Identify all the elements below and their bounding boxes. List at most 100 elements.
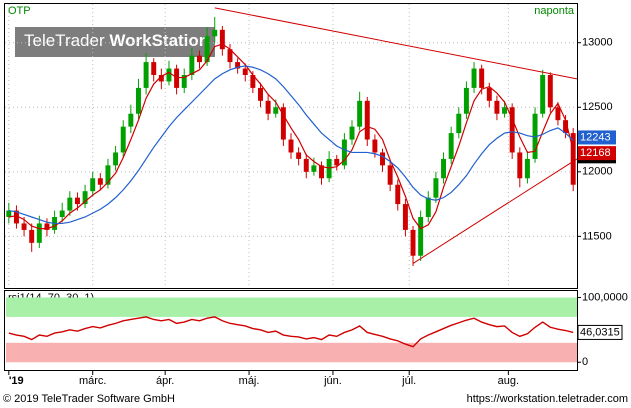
candle-body <box>372 139 378 153</box>
candle-body <box>380 152 385 166</box>
trendline <box>412 158 578 264</box>
candle-body <box>486 87 492 101</box>
moving-average <box>8 65 574 225</box>
candle-body <box>174 68 180 88</box>
candle-body <box>303 158 309 172</box>
candle-body <box>540 75 546 114</box>
candle-body <box>258 87 263 101</box>
candle-body <box>59 210 65 217</box>
y-tick-label: 13000 <box>582 37 613 49</box>
candle-body <box>197 55 202 63</box>
x-tick-label: márc. <box>79 375 107 387</box>
candle-body <box>319 165 324 179</box>
candle-body <box>524 158 530 179</box>
trendline <box>214 7 578 80</box>
candle-body <box>288 139 294 153</box>
price-tag <box>578 146 616 161</box>
candle-body <box>151 62 157 75</box>
candle-body <box>36 223 42 243</box>
candle-body <box>402 204 408 230</box>
value-tag <box>577 324 623 340</box>
candle-body <box>341 139 347 166</box>
watermark-box <box>15 27 215 57</box>
moving-average <box>8 43 574 230</box>
x-tick-label: júl. <box>401 375 416 387</box>
footer-right: https://workstation.teletrader.com <box>467 393 628 405</box>
y-tick-label: 100,0000 <box>582 291 628 303</box>
candle-body <box>189 55 195 75</box>
candle-body <box>425 197 431 217</box>
candle-body <box>441 158 447 179</box>
price-tag-label: 12243 <box>580 131 611 143</box>
price-tag-label: 12168 <box>580 147 611 159</box>
candle-body <box>158 75 164 82</box>
x-tick-label: aug. <box>498 375 519 387</box>
candle-body <box>311 165 317 172</box>
candle-body <box>235 62 241 69</box>
candle-body <box>212 29 218 37</box>
candle-body <box>82 191 88 205</box>
watermark-product: WorkStation <box>109 31 209 50</box>
candle-body <box>181 75 187 88</box>
candle-body <box>227 49 233 63</box>
candle-body <box>135 87 141 114</box>
candle-body <box>44 223 50 230</box>
rsi-band <box>6 297 577 317</box>
candle-body <box>448 133 454 159</box>
candle-body <box>547 75 553 108</box>
x-tick-label: '19 <box>9 375 24 387</box>
candle-body <box>509 107 515 153</box>
candle-body <box>97 178 103 185</box>
candle-body <box>67 197 73 211</box>
candle-body <box>296 152 302 159</box>
candle-body <box>326 158 332 179</box>
y-tick-label: 12000 <box>582 166 613 178</box>
candle-body <box>410 229 416 256</box>
candle-body <box>563 120 569 134</box>
rsi-line <box>8 316 574 348</box>
candle-body <box>143 62 149 88</box>
candle-body <box>29 229 35 243</box>
candle-body <box>494 100 500 114</box>
candle-body <box>13 210 19 224</box>
candle-body <box>456 113 462 134</box>
candle-body <box>517 152 523 179</box>
candle-body <box>105 165 111 185</box>
watermark: TeleTrader WorkStation <box>24 31 209 50</box>
candle-body <box>6 210 12 217</box>
candle-body <box>357 100 363 127</box>
candle-body <box>463 87 469 114</box>
candle-body <box>280 107 286 140</box>
candle-body <box>364 100 370 140</box>
footer-left: © 2019 TeleTrader Software GmbH <box>3 393 175 405</box>
candle-body <box>433 178 439 198</box>
candle-body <box>479 68 485 88</box>
y-tick-label: 12500 <box>582 101 613 113</box>
candle-body <box>204 36 210 63</box>
candle-body <box>418 217 424 256</box>
price-tag <box>578 130 616 145</box>
main-frame <box>4 3 578 289</box>
candle-body <box>242 68 248 75</box>
candle-body <box>21 223 27 230</box>
x-tick-label: ápr. <box>156 375 174 387</box>
candle-body <box>395 184 401 205</box>
candle-body <box>219 29 225 50</box>
candle-body <box>273 107 279 114</box>
candle-body <box>128 113 134 127</box>
chart-title: OTP <box>8 5 31 17</box>
value-tag-label: 46,0315 <box>580 326 620 338</box>
candle-body <box>334 158 340 166</box>
x-tick-label: máj. <box>239 375 260 387</box>
candle-body <box>555 107 561 121</box>
candle-body <box>166 68 172 82</box>
candle-body <box>349 126 355 140</box>
candle-body <box>387 165 393 185</box>
candle-body <box>113 152 119 166</box>
candle-body <box>265 100 271 114</box>
rsi-band <box>6 342 577 363</box>
candle-body <box>74 197 80 205</box>
candle-body <box>532 113 538 159</box>
